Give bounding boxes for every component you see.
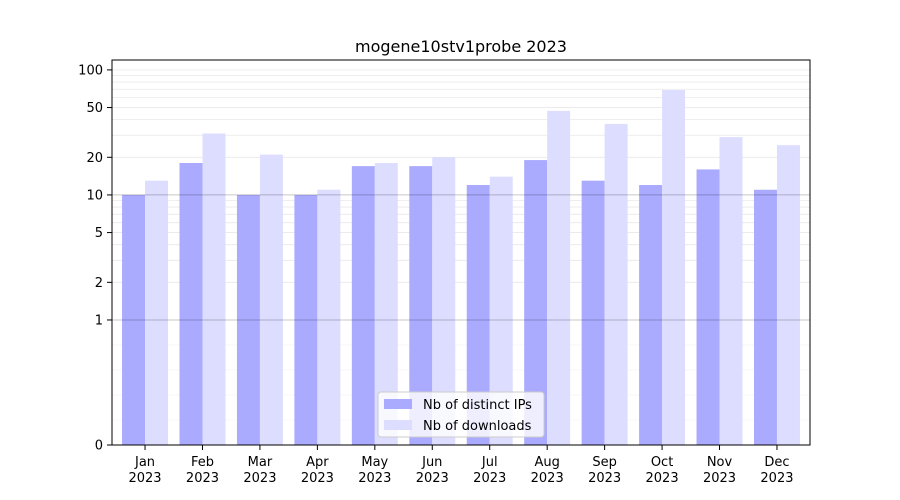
bar-nb-of-downloads-may	[374, 163, 398, 445]
x-tick-label-month: Aug	[534, 455, 559, 470]
legend[interactable]: Nb of distinct IPs Nb of downloads	[377, 391, 545, 438]
legend-label-nb-of-downloads: Nb of downloads	[423, 419, 532, 434]
x-tick-label-year: 2023	[416, 471, 449, 486]
legend-box	[377, 391, 545, 438]
bar-nb-of-distinct-ips-apr	[294, 194, 318, 445]
bar-nb-of-downloads-feb	[202, 133, 226, 445]
x-tick-label-year: 2023	[646, 471, 679, 486]
x-tick-label-year: 2023	[531, 471, 564, 486]
bar-nb-of-distinct-ips-feb	[179, 163, 203, 445]
bar-nb-of-distinct-ips-dec	[753, 189, 777, 445]
x-tick-label-month: Jan	[134, 455, 155, 470]
x-tick-label-year: 2023	[186, 471, 219, 486]
y-tick-label: 5	[95, 226, 103, 241]
x-tick-label-month: Nov	[707, 455, 733, 470]
bar-nb-of-downloads-aug	[547, 110, 571, 445]
legend-swatch-nb-of-distinct-ips	[384, 399, 412, 409]
bar-nb-of-downloads-jul	[489, 176, 513, 445]
x-tick-label-year: 2023	[473, 471, 506, 486]
plot-area: 0125102050100Jan2023Feb2023Mar2023Apr202…	[78, 59, 811, 486]
x-tick-label-month: Sep	[592, 455, 617, 470]
y-tick-label: 20	[86, 151, 103, 166]
x-tick-label-year: 2023	[760, 471, 793, 486]
x-tick-label-month: May	[361, 455, 388, 470]
bar-nb-of-downloads-apr	[317, 189, 341, 445]
bar-nb-of-distinct-ips-sep	[581, 180, 605, 445]
bar-nb-of-distinct-ips-jun	[409, 166, 433, 445]
x-tick-label-year: 2023	[301, 471, 334, 486]
axes-frame	[111, 59, 811, 446]
bar-nb-of-distinct-ips-jul	[466, 185, 490, 445]
legend-swatch-nb-of-downloads	[384, 420, 412, 430]
x-tick-label-month: Jul	[481, 455, 498, 470]
bar-nb-of-downloads-sep	[604, 123, 628, 445]
bar-nb-of-downloads-dec	[776, 145, 800, 445]
y-tick-label: 10	[86, 188, 103, 203]
x-tick-label-month: Mar	[248, 455, 273, 470]
y-tick-label: 2	[95, 276, 103, 291]
bar-nb-of-downloads-oct	[662, 90, 686, 446]
y-tick-label: 50	[86, 101, 103, 116]
y-tick-label: 100	[78, 63, 103, 78]
bar-nb-of-distinct-ips-nov	[696, 169, 720, 445]
x-tick-label-month: Oct	[651, 455, 673, 470]
x-tick-label-year: 2023	[588, 471, 621, 486]
chart-title: mogene10stv1probe 2023	[355, 37, 567, 56]
y-tick-label: 0	[95, 439, 103, 454]
bar-nb-of-distinct-ips-mar	[236, 194, 260, 445]
bar-nb-of-downloads-jan	[145, 180, 169, 445]
y-tick-label: 1	[95, 313, 103, 328]
bar-nb-of-distinct-ips-aug	[524, 160, 548, 445]
bar-nb-of-downloads-mar	[259, 154, 283, 446]
bar-nb-of-distinct-ips-oct	[639, 185, 663, 445]
x-tick-label-month: Dec	[764, 455, 789, 470]
x-tick-label-year: 2023	[243, 471, 276, 486]
x-tick-label-month: Jun	[421, 455, 442, 470]
bar-nb-of-distinct-ips-may	[351, 166, 375, 445]
x-tick-label-year: 2023	[358, 471, 391, 486]
legend-label-nb-of-distinct-ips: Nb of distinct IPs	[423, 398, 532, 413]
x-tick-label-month: Apr	[306, 455, 329, 470]
bar-nb-of-distinct-ips-jan	[122, 194, 146, 445]
bar-nb-of-downloads-jun	[432, 157, 456, 445]
x-tick-label-year: 2023	[703, 471, 736, 486]
bar-nb-of-downloads-nov	[719, 137, 743, 445]
x-tick-label-year: 2023	[128, 471, 161, 486]
x-tick-label-month: Feb	[191, 455, 214, 470]
